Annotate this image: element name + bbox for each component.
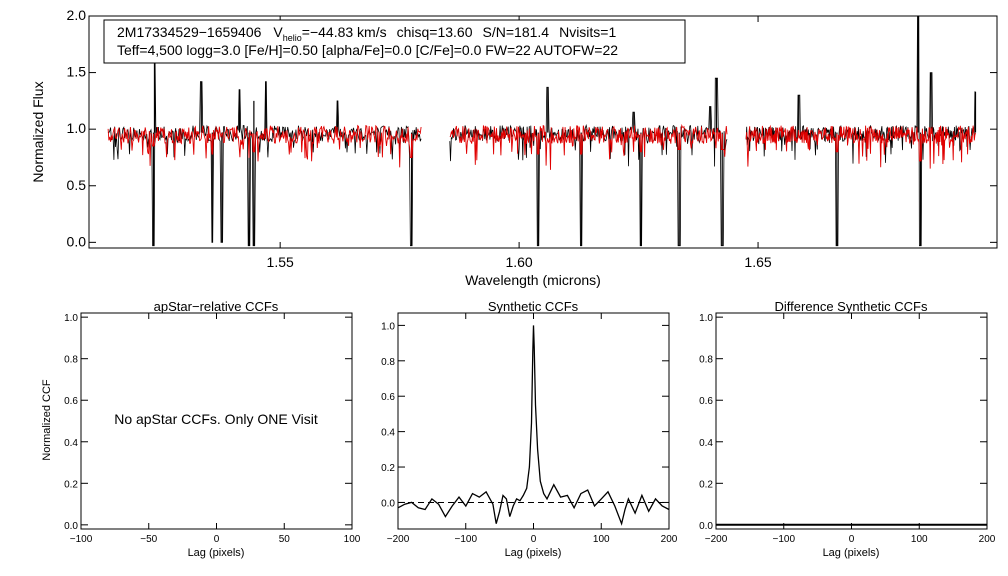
spectrum-ytick-label: 1.0 (67, 120, 87, 136)
synthetic-xtick-label: 0 (531, 534, 537, 545)
spectrum-axes-frame (88, 15, 998, 249)
difference-ytick-label: 1.0 (699, 313, 713, 324)
spectrum-xtick-label: 1.60 (505, 254, 532, 270)
difference-ytick-label: 0.8 (699, 355, 713, 366)
synthetic-ticks: −200 −100 0 100 200 0.0 0.2 0.4 0.6 0.8 1.0 (381, 313, 678, 545)
info-v-sub: helio (283, 33, 302, 43)
difference-ytick-label: 0.0 (699, 521, 713, 532)
info-nvisits: Nvisits=1 (559, 24, 616, 40)
spectrum-panel: 1.55 1.60 1.65 0.0 0.5 1.0 1.5 2.0 Wavelength (… (30, 7, 998, 288)
spectrum-model-line (449, 123, 728, 170)
synthetic-ytick-label: 0.2 (381, 463, 395, 474)
apstar-ytick-label: 0.8 (64, 355, 78, 366)
difference-xtick-label: −200 (705, 534, 728, 545)
spectrum-ylabel: Normalized Flux (30, 81, 46, 182)
synthetic-xlabel: Lag (pixels) (505, 547, 562, 559)
difference-ytick-label: 0.6 (699, 396, 713, 407)
apstar-ccf-panel: apStar−relative CCFs −100 −50 0 50 100 0.0 0.2… (41, 299, 361, 559)
synthetic-xtick-label: 200 (661, 534, 678, 545)
synthetic-ytick-label: 0.0 (381, 498, 395, 509)
synthetic-xtick-label: 100 (593, 534, 610, 545)
synthetic-ccf-lines (397, 325, 670, 526)
synthetic-ccf-panel: Synthetic CCFs −200 −100 0 100 200 0.0 0.2 0.4 0… (381, 299, 678, 559)
difference-xtick-label: −100 (772, 534, 795, 545)
difference-xtick-label: 0 (849, 534, 855, 545)
apstar-ticks: −100 −50 0 50 100 0.0 0.2 0.4 0.6 0.8 1.0 (64, 313, 361, 545)
spectrum-ytick-label: 2.0 (67, 7, 87, 23)
info-v-value: =−44.83 km/s (302, 24, 387, 40)
apstar-xtick-label: −50 (140, 534, 157, 545)
apstar-ylabel: Normalized CCF (41, 379, 53, 461)
apstar-ytick-label: 0.2 (64, 479, 78, 490)
difference-ytick-label: 0.4 (699, 438, 713, 449)
apstar-ytick-label: 0.0 (64, 521, 78, 532)
info-chisq: chisq=13.60 (397, 24, 473, 40)
apstar-ytick-label: 0.4 (64, 438, 78, 449)
apstar-xtick-label: 100 (344, 534, 361, 545)
apstar-xlabel: Lag (pixels) (188, 547, 245, 559)
spectrum-ytick-label: 1.5 (67, 64, 87, 80)
info-snr: S/N=181.4 (483, 24, 550, 40)
synthetic-xtick-label: −100 (454, 534, 477, 545)
spectrum-ytick-label: 0.0 (67, 233, 87, 249)
synthetic-xtick-label: −200 (387, 534, 410, 545)
difference-ccf-panel: Difference Synthetic CCFs −200 −100 0 100 20… (699, 299, 996, 559)
difference-xtick-label: 100 (911, 534, 928, 545)
synthetic-ytick-label: 0.6 (381, 392, 395, 403)
synthetic-ytick-label: 1.0 (381, 321, 395, 332)
apstar-ytick-label: 1.0 (64, 313, 78, 324)
difference-ytick-label: 0.2 (699, 479, 713, 490)
info-star-id: 2M17334529−1659406 (117, 24, 262, 40)
apstar-xtick-label: 0 (214, 534, 220, 545)
difference-ticks: −200 −100 0 100 200 0.0 0.2 0.4 0.6 0.8 1.0 (699, 313, 996, 545)
synthetic-ccf-line (397, 325, 670, 526)
spectrum-ticks: 1.55 1.60 1.65 0.0 0.5 1.0 1.5 2.0 (67, 7, 997, 270)
spectrum-lines (107, 15, 977, 247)
info-line-1: 2M17334529−1659406 Vhelio=−44.83 km/s chis… (117, 24, 616, 43)
spectrum-xlabel: Wavelength (microns) (465, 272, 601, 288)
synthetic-ytick-label: 0.8 (381, 357, 395, 368)
info-line-2: Teff=4,500 logg=3.0 [Fe/H]=0.50 [alpha/F… (117, 42, 618, 58)
no-ccf-annotation: No apStar CCFs. Only ONE Visit (114, 411, 318, 427)
apstar-ccf-title: apStar−relative CCFs (154, 299, 279, 314)
info-v-label: V (273, 24, 283, 40)
apstar-xtick-label: −100 (70, 534, 93, 545)
spectrum-ytick-label: 0.5 (67, 177, 87, 193)
difference-xtick-label: 200 (979, 534, 996, 545)
apstar-ytick-label: 0.6 (64, 396, 78, 407)
synthetic-ytick-label: 0.4 (381, 428, 395, 439)
synthetic-ccf-title: Synthetic CCFs (488, 299, 579, 314)
spectrum-model-line (745, 124, 976, 169)
difference-ccf-title: Difference Synthetic CCFs (775, 299, 928, 314)
spectrum-xtick-label: 1.65 (744, 254, 771, 270)
spectrum-xtick-label: 1.55 (267, 254, 294, 270)
spectrum-model-line (107, 124, 422, 168)
difference-xlabel: Lag (pixels) (823, 547, 880, 559)
apstar-xtick-label: 50 (279, 534, 291, 545)
info-box (103, 19, 686, 64)
